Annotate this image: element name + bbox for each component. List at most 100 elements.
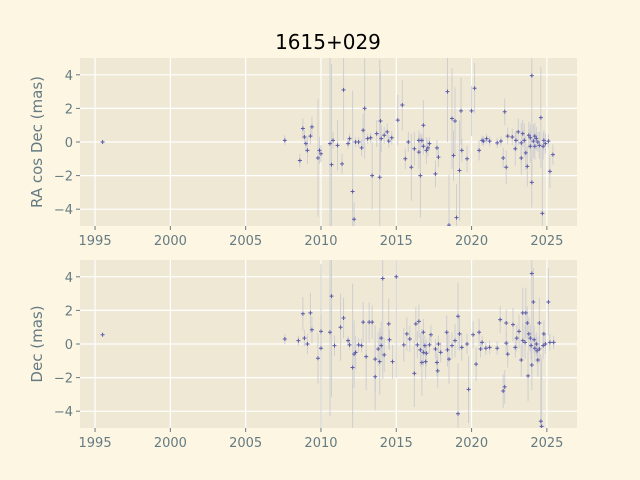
data-point (532, 337, 537, 342)
x-tick-label: 1995 (79, 234, 112, 249)
data-point (422, 343, 427, 348)
data-point (474, 362, 479, 367)
y-tick-label: 0 (65, 136, 73, 151)
data-point (459, 148, 464, 153)
data-point (487, 139, 492, 144)
data-point (421, 123, 426, 128)
data-point (373, 374, 378, 379)
data-point (535, 357, 540, 362)
data-point (495, 346, 500, 351)
data-point (424, 351, 429, 356)
data-point (456, 411, 461, 416)
data-point (370, 320, 375, 325)
x-tick-label: 1995 (79, 436, 112, 451)
data-point (453, 119, 458, 123)
data-point (368, 135, 373, 140)
y-axis-label: RA cos Dec (mas) (28, 76, 46, 208)
data-point (329, 162, 334, 167)
data-point (532, 134, 537, 139)
data-point (514, 336, 519, 341)
data-point (300, 126, 305, 131)
data-point (532, 346, 537, 351)
data-point (510, 322, 515, 327)
data-point (528, 336, 533, 341)
data-point (338, 325, 343, 330)
data-point (415, 342, 420, 347)
data-point (526, 133, 531, 138)
data-point (341, 315, 346, 320)
data-point (376, 347, 381, 352)
data-point (421, 350, 426, 355)
data-point (498, 317, 503, 322)
data-point (296, 338, 301, 343)
data-point (501, 389, 506, 394)
data-point (403, 156, 408, 161)
data-point (377, 175, 382, 180)
data-point (373, 357, 378, 362)
data-point (547, 169, 552, 174)
data-point (481, 139, 486, 144)
data-point (446, 357, 451, 362)
data-point (513, 345, 518, 350)
data-point (477, 330, 482, 335)
data-point (523, 150, 528, 155)
y-tick-label: −2 (54, 372, 73, 387)
x-tick-label: 2005 (229, 234, 262, 249)
data-point (379, 336, 384, 341)
data-point (302, 134, 307, 139)
data-point (531, 139, 536, 144)
subplot-dec: 1995 2000 2005 2010 2015 2020 2025 −4 −2 0 2 4 Dec (… (28, 260, 577, 451)
data-point (308, 134, 313, 139)
data-point (537, 347, 542, 352)
data-point (540, 211, 545, 216)
data-point (308, 310, 313, 315)
data-point (529, 363, 534, 367)
data-point (543, 342, 548, 346)
data-point (331, 138, 336, 143)
data-point (537, 321, 542, 325)
data-point (534, 136, 539, 141)
data-point (454, 215, 459, 220)
data-point (445, 89, 450, 94)
data-layer (100, 58, 555, 226)
data-point (438, 350, 443, 355)
data-point (309, 124, 314, 129)
data-point (409, 165, 414, 170)
data-point (541, 144, 546, 149)
data-point (356, 140, 361, 144)
data-point (541, 331, 546, 336)
data-point (382, 352, 387, 357)
data-point (520, 338, 525, 343)
data-point (547, 340, 552, 345)
data-point (379, 343, 384, 348)
x-tick-label: 2025 (530, 234, 563, 249)
data-point (546, 300, 551, 304)
data-point (377, 359, 382, 364)
data-point (504, 321, 509, 325)
data-point (483, 346, 488, 351)
x-tick-label: 2020 (455, 436, 488, 451)
data-point (445, 347, 450, 352)
data-point (315, 155, 320, 160)
x-tick-label: 2015 (380, 436, 413, 451)
x-tick-label: 2020 (455, 234, 488, 249)
data-point (525, 164, 530, 169)
data-point (523, 310, 528, 315)
data-point (427, 342, 432, 347)
data-point (350, 365, 355, 370)
data-layer (100, 260, 556, 428)
data-point (386, 321, 391, 326)
data-point (424, 148, 429, 153)
y-tick-label: 4 (65, 69, 73, 84)
data-point (318, 151, 323, 156)
data-point (418, 173, 423, 178)
data-point (546, 139, 551, 144)
data-point (477, 148, 482, 153)
data-point (390, 359, 395, 364)
data-point (300, 311, 305, 316)
data-point (459, 345, 464, 350)
data-point (543, 141, 548, 146)
data-point (529, 73, 534, 78)
data-point (487, 345, 492, 350)
data-point (451, 153, 456, 158)
